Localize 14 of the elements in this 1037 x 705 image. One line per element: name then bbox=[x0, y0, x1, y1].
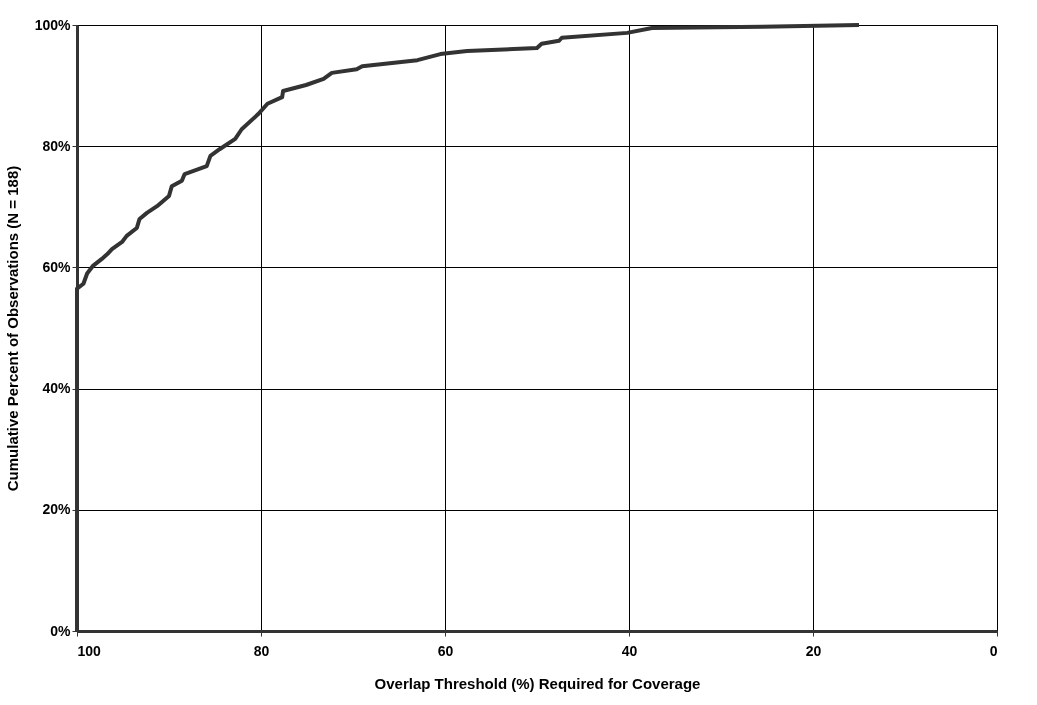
x-tick-label: 20 bbox=[805, 642, 822, 659]
x-tick-label: 40 bbox=[621, 642, 638, 659]
x-tick-label: 0 bbox=[989, 642, 998, 659]
x-tick-label: 100 bbox=[77, 642, 102, 659]
y-tick-label: 40% bbox=[42, 380, 72, 397]
y-tick-label: 0% bbox=[50, 622, 72, 639]
y-tick-label: 20% bbox=[42, 501, 72, 518]
x-axis-title: Overlap Threshold (%) Required for Coverage bbox=[374, 674, 701, 692]
x-tick-label: 60 bbox=[437, 642, 454, 659]
y-axis-title: Cumulative Percent of Observations (N = 188) bbox=[3, 165, 21, 492]
y-tick-label: 60% bbox=[42, 258, 72, 275]
y-tick-label: 100% bbox=[34, 16, 72, 33]
x-tick-label: 80 bbox=[253, 642, 270, 659]
y-tick-label: 80% bbox=[42, 137, 72, 154]
